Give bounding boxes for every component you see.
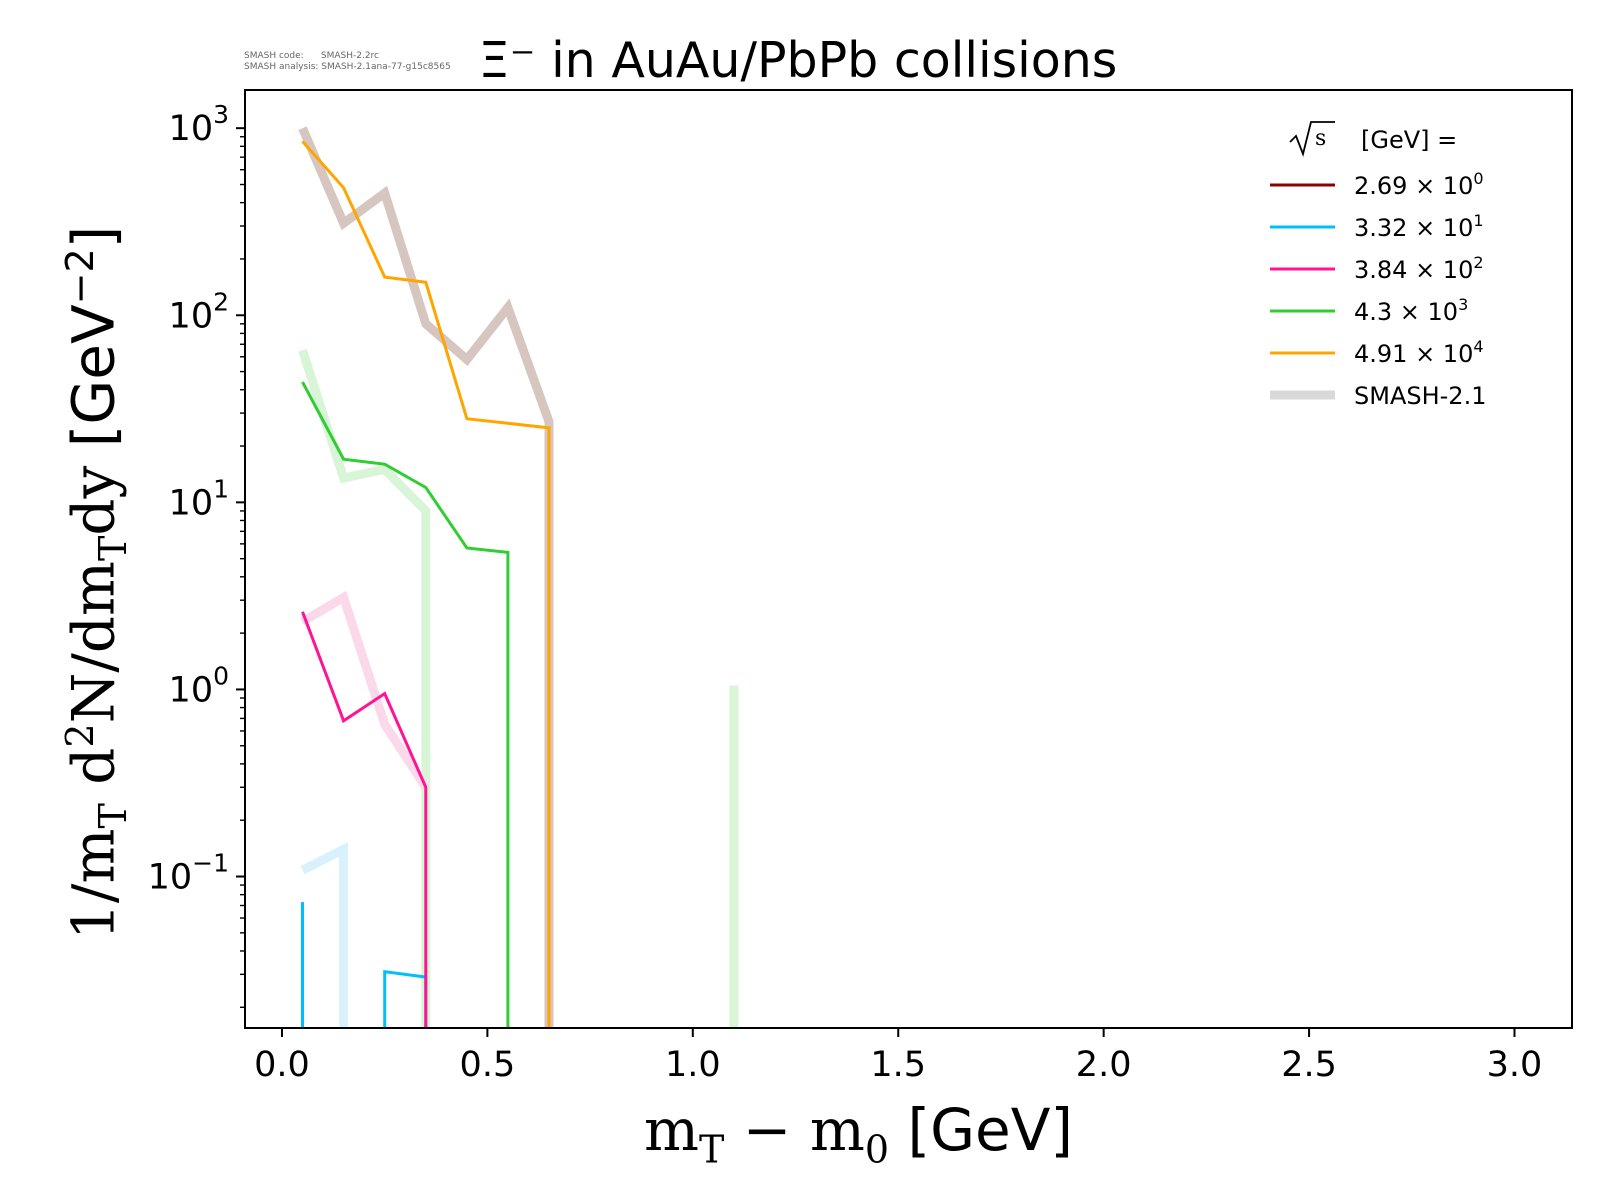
legend-title: [GeV] = [1361,126,1457,154]
series-line [301,381,510,1028]
sqrt-symbol [1289,121,1335,157]
x-tick-label: 0.0 [254,1045,310,1085]
x-axis-label: mT − m0 [GeV] [644,1096,1074,1172]
legend-title-s: s [1315,126,1326,151]
reference-line [298,348,431,1028]
y-tick-label: 101 [169,474,229,523]
x-tick-label: 2.0 [1076,1045,1132,1085]
series-line [301,611,428,1028]
series-line [301,140,551,1028]
y-tick-label: 102 [169,287,229,336]
legend-label: 3.32 × 101 [1354,211,1484,242]
chart-title: Ξ⁻ in AuAu/PbPb collisions [478,32,1118,89]
legend-label: 2.69 × 100 [1354,169,1484,200]
legend-label: 4.91 × 104 [1354,337,1484,368]
x-tick-label: 1.5 [870,1045,926,1085]
series-line [383,969,428,1028]
legend-label: SMASH-2.1 [1354,382,1486,410]
legend-label: 4.3 × 103 [1354,295,1468,326]
plot-frame [244,89,1573,1029]
x-tick-label: 2.5 [1281,1045,1337,1085]
y-tick-label: 100 [169,661,229,710]
y-axis-label: 1/mT d2N/dmTdy [GeV−2] [58,225,135,940]
reference-line [298,126,554,1028]
legend-label: 3.84 × 102 [1354,253,1484,284]
smash-analysis-note: SMASH analysis: SMASH-2.1ana-77-g15c8565 [244,62,451,72]
x-tick-label: 0.5 [460,1045,516,1085]
reference-line [300,841,349,1028]
legend: s [GeV] = 2.69 × 100 3.32 × 101 3.84 × 102 4.… [1270,121,1486,410]
x-tick-label: 3.0 [1487,1045,1543,1085]
y-tick-label: 103 [169,100,229,149]
y-tick-label: 10−1 [148,849,229,898]
x-tick-label: 1.0 [665,1045,721,1085]
reference-line [300,590,430,790]
smash-code-note: SMASH code: SMASH-2.2rc [244,51,380,61]
